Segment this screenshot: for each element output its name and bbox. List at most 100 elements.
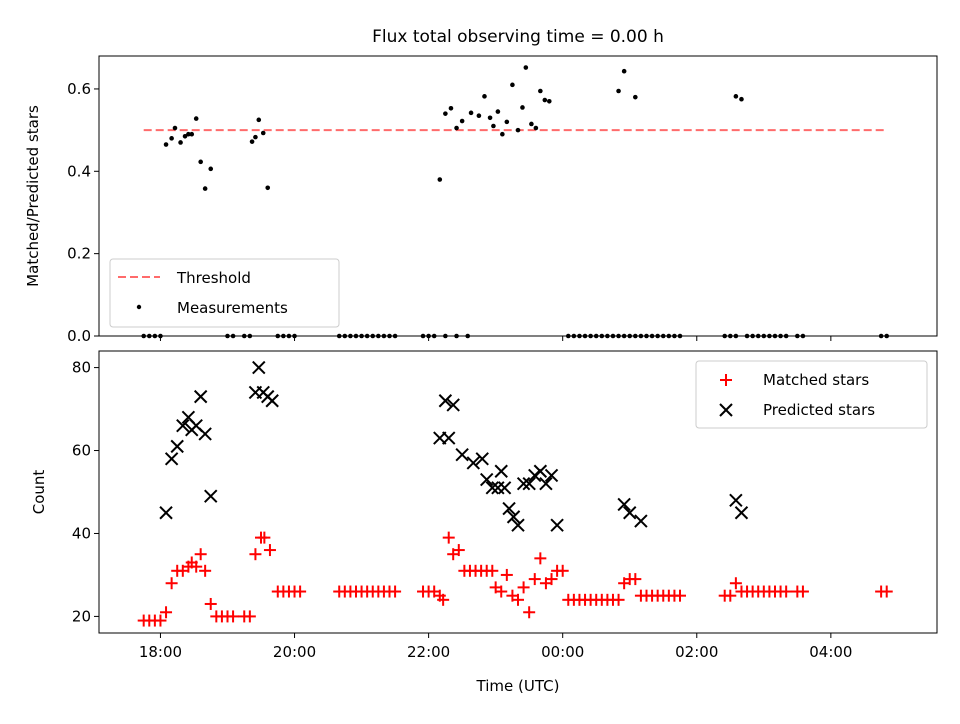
legend-measurements-swatch — [136, 304, 142, 310]
matched-point-44 — [437, 593, 450, 606]
measurement-point-43 — [437, 177, 443, 182]
measurement-point-60 — [529, 121, 534, 127]
predicted-point-34 — [539, 476, 553, 491]
predicted-point-38 — [623, 506, 637, 520]
measurement-point-62 — [538, 88, 543, 94]
measurement-point-57 — [515, 127, 521, 133]
predicted-point-0 — [159, 506, 173, 520]
matched-point-103 — [880, 585, 893, 598]
measurement-point-78 — [621, 68, 627, 74]
matched-point-79 — [629, 573, 642, 586]
matched-point-53 — [486, 564, 499, 577]
measurement-point-64 — [546, 98, 552, 104]
predicted-point-40 — [729, 493, 743, 508]
matched-point-66 — [556, 564, 569, 577]
measurement-point-52 — [491, 123, 496, 129]
predicted-point-18 — [446, 398, 460, 412]
measurement-point-9 — [186, 131, 191, 137]
top-xticks — [159, 336, 832, 341]
measurement-point-14 — [208, 166, 214, 172]
matched-point-60 — [523, 606, 536, 619]
bottom-axes-frame — [98, 350, 938, 634]
top-ylabel: Matched/Predicted stars — [24, 105, 42, 287]
measurement-point-49 — [476, 113, 482, 119]
predicted-point-2 — [170, 439, 184, 454]
predicted-point-30 — [516, 476, 531, 491]
matched-point-87 — [674, 589, 687, 602]
matched-point-10 — [190, 560, 203, 573]
predicted-point-32 — [528, 468, 542, 483]
top-ytick-label-1: 0.2 — [67, 245, 91, 263]
matched-point-76 — [612, 593, 625, 606]
matched-point-4 — [160, 606, 173, 619]
measurement-point-4 — [163, 142, 169, 147]
top-ytick-label-0: 0.0 — [67, 327, 91, 345]
matched-point-39 — [389, 585, 402, 598]
predicted-point-39 — [634, 514, 648, 528]
top-legend-frame — [109, 258, 340, 328]
legend-measurements-label: Measurements — [177, 299, 288, 317]
bottom-xtick-label-3: 00:00 — [541, 643, 584, 661]
matched-point-3 — [154, 614, 167, 627]
predicted-point-21 — [475, 452, 489, 466]
measurement-point-47 — [459, 118, 465, 124]
matched-point-55 — [495, 585, 508, 598]
measurement-point-59 — [523, 65, 529, 70]
measurement-point-6 — [172, 125, 178, 131]
predicted-point-16 — [438, 394, 453, 408]
matched-point-17 — [227, 610, 240, 623]
matched-point-20 — [249, 548, 262, 561]
measurement-point-51 — [487, 115, 493, 121]
predicted-point-23 — [485, 481, 500, 495]
measurement-point-11 — [193, 116, 199, 121]
matched-point-59 — [517, 581, 530, 594]
predicted-point-28 — [506, 510, 521, 524]
matched-point-11 — [194, 548, 207, 561]
top-ytick-label-3: 0.6 — [67, 80, 91, 98]
top-yticks: 0.0 0.2 0.4 0.6 — [67, 80, 99, 345]
predicted-point-19 — [455, 447, 469, 462]
bottom-yticks: 20 40 60 80 — [72, 359, 99, 625]
measurement-point-10 — [189, 131, 195, 137]
predicted-point-31 — [522, 476, 536, 491]
bottom-ytick-label-3: 80 — [72, 359, 91, 377]
bottom-xtick-label-2: 22:00 — [407, 643, 450, 661]
measurement-point-77 — [616, 88, 621, 94]
bottom-xtick-label-5: 04:00 — [809, 643, 852, 661]
bottom-marks — [137, 360, 893, 627]
measurement-point-54 — [500, 131, 505, 137]
matched-point-23 — [263, 544, 276, 557]
bottom-xtick-label-4: 02:00 — [675, 643, 718, 661]
measurement-point-79 — [633, 94, 638, 100]
measurement-point-20 — [253, 134, 258, 140]
predicted-point-25 — [494, 464, 508, 478]
measurement-point-56 — [510, 82, 515, 88]
matched-point-90 — [729, 577, 742, 590]
top-axes-frame — [98, 55, 938, 337]
predicted-point-27 — [502, 501, 516, 516]
measurement-point-48 — [468, 110, 474, 116]
measurement-point-7 — [178, 140, 183, 145]
predicted-point-36 — [550, 518, 564, 532]
bottom-xlabel: Time (UTC) — [476, 677, 560, 695]
predicted-point-22 — [480, 472, 494, 487]
measurement-point-94 — [733, 94, 739, 99]
matched-point-5 — [165, 577, 178, 590]
matched-point-99 — [780, 585, 793, 598]
measurement-point-5 — [169, 136, 174, 141]
matched-point-61 — [528, 573, 541, 586]
matched-point-13 — [204, 597, 217, 610]
bottom-ytick-label-1: 40 — [72, 524, 91, 542]
bottom-ylabel: Count — [30, 470, 48, 515]
top-ytick-label-2: 0.4 — [67, 162, 91, 180]
measurement-point-55 — [504, 119, 510, 125]
measurement-point-50 — [482, 94, 487, 99]
matched-point-45 — [442, 531, 455, 544]
bottom-xtick-label-1: 20:00 — [273, 643, 316, 661]
legend-predicted-swatch — [719, 403, 733, 417]
predicted-point-3 — [176, 418, 190, 433]
matched-point-62 — [534, 552, 547, 565]
measurement-point-13 — [202, 186, 208, 191]
bottom-legend-frame — [695, 360, 928, 429]
legend-threshold-label: Threshold — [176, 269, 251, 287]
